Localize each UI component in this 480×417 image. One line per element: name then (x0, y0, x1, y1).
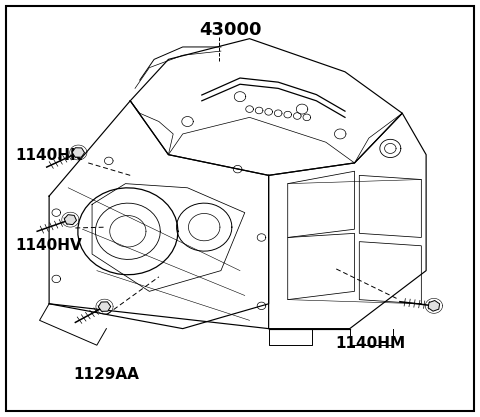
Text: 1140HM: 1140HM (336, 336, 406, 351)
Text: 1140HV: 1140HV (16, 238, 83, 253)
Text: 1129AA: 1129AA (73, 367, 139, 382)
Text: 1140HK: 1140HK (16, 148, 83, 163)
Polygon shape (64, 215, 76, 225)
Text: 43000: 43000 (199, 21, 262, 39)
Polygon shape (428, 301, 440, 311)
Polygon shape (72, 148, 84, 157)
Polygon shape (98, 302, 111, 311)
